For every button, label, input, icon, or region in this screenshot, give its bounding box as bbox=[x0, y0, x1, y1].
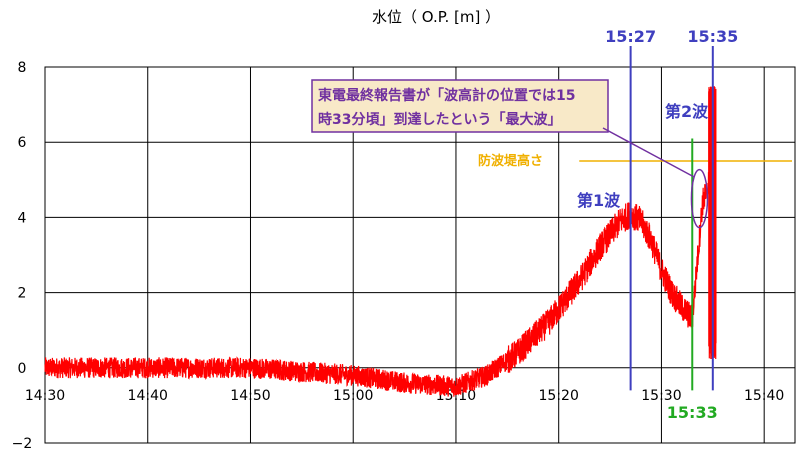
chart-title: 水位（ O.P. [m] ） bbox=[372, 8, 500, 26]
callout-box bbox=[311, 79, 609, 133]
plot-frame bbox=[44, 66, 796, 444]
wave-label-first: 第1波 bbox=[577, 191, 621, 210]
seawall-height-label: 防波堤高さ bbox=[478, 153, 543, 169]
series-water-level bbox=[44, 86, 717, 397]
x-tick-label: 15:30 bbox=[641, 388, 681, 404]
x-tick-label: 14:30 bbox=[25, 388, 65, 404]
y-tick-label: −2 bbox=[12, 436, 33, 452]
time-markers: 15:27 15:35 15:33 bbox=[605, 27, 738, 422]
callout-line1: 東電最終報告書が「波高計の位置では15 bbox=[318, 87, 575, 104]
callout-line2: 時33分頃」到達したという「最大波」 bbox=[318, 111, 561, 128]
x-tick-label: 15:00 bbox=[333, 388, 373, 404]
x-tick-label: 15:20 bbox=[539, 388, 579, 404]
marker-label: 15:35 bbox=[687, 27, 738, 46]
x-tick-label: 15:40 bbox=[744, 388, 784, 404]
callout-leader-line bbox=[602, 127, 694, 178]
y-tick-label: 6 bbox=[18, 135, 27, 151]
callout-annotation: 東電最終報告書が「波高計の位置では15 時33分頃」到達したという「最大波」 bbox=[311, 79, 709, 229]
marker-label: 15:33 bbox=[667, 403, 718, 422]
y-tick-label: 4 bbox=[18, 210, 27, 226]
x-tick-label: 14:40 bbox=[128, 388, 168, 404]
y-tick-label: 8 bbox=[18, 60, 27, 76]
wave-label-second: 第2波 bbox=[665, 102, 709, 121]
y-axis-ticks: 8 6 4 2 0 −2 bbox=[12, 60, 33, 452]
y-tick-label: 2 bbox=[18, 286, 27, 302]
marker-label: 15:27 bbox=[605, 27, 656, 46]
x-tick-label: 14:50 bbox=[230, 388, 270, 404]
y-tick-label: 0 bbox=[18, 361, 27, 377]
max-wave-highlight bbox=[690, 168, 709, 229]
